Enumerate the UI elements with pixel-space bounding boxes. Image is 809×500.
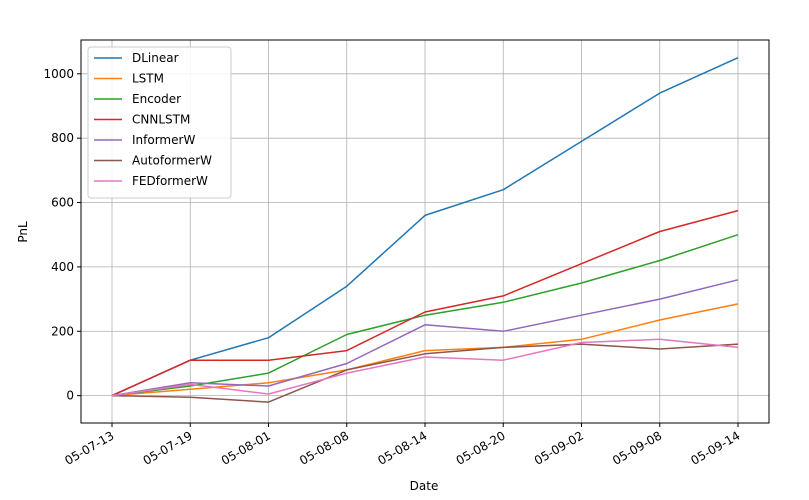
- y-tick-label: 800: [51, 131, 74, 145]
- legend-label: InformerW: [132, 133, 195, 147]
- y-tick-label: 400: [51, 260, 74, 274]
- y-axis-label: PnL: [16, 221, 30, 243]
- y-tick-label: 0: [66, 389, 74, 403]
- grid: [81, 40, 769, 423]
- series-line-fedformerw: [111, 338, 739, 397]
- legend-label: DLinear: [132, 51, 179, 65]
- series-lines: [111, 57, 739, 403]
- series-line-informerw: [111, 279, 739, 397]
- series-line-autoformerw: [111, 343, 739, 403]
- legend-label: FEDformerW: [132, 174, 208, 188]
- y-tick-label: 1000: [43, 67, 74, 81]
- series-line-cnnlstm: [111, 209, 739, 397]
- legend-label: CNNLSTM: [132, 113, 190, 127]
- x-axis-label: Date: [410, 479, 439, 493]
- legend-label: LSTM: [132, 72, 164, 86]
- legend-box: [87, 46, 232, 199]
- legend-label: AutoformerW: [132, 154, 212, 168]
- y-tick-label: 600: [51, 196, 74, 210]
- legend: DLinear LSTM Encoder CNNLSTM InformerW Autofo…: [87, 46, 232, 199]
- y-tick-label: 200: [51, 324, 74, 338]
- legend-label: Encoder: [132, 92, 181, 106]
- series-line-encoder: [111, 233, 739, 397]
- series-line-dlinear: [111, 57, 739, 397]
- y-axis-ticks: 0 200 400 600 800 1000: [43, 67, 81, 403]
